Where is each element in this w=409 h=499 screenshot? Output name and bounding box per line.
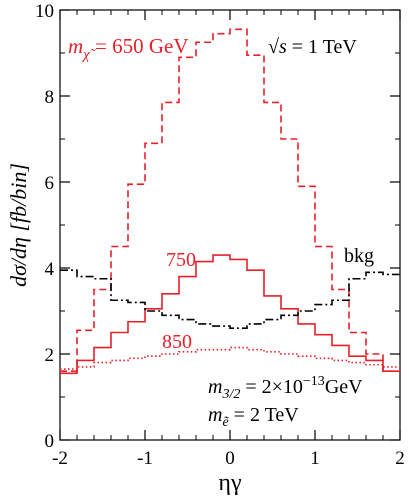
x-tick-label: 0 xyxy=(225,448,235,469)
bkg-label: bkg xyxy=(344,245,374,267)
series-650-line xyxy=(60,28,400,372)
m32-annotation: m3/2 = 2×10−13GeV xyxy=(208,374,363,402)
axis-tick-labels: -2 -1 0 1 2 0 2 4 6 8 10 xyxy=(35,1,405,469)
y-tick-label: 0 xyxy=(45,431,55,452)
x-tick-label: 1 xyxy=(310,448,320,469)
x-tick-label: -2 xyxy=(52,448,68,469)
y-tick-label: 2 xyxy=(45,345,55,366)
label-750: 750 xyxy=(166,249,196,271)
m-chi-annotation: mχ̃ = 650 GeV xyxy=(68,34,189,63)
y-tick-label: 4 xyxy=(45,259,55,280)
series-bkg-line xyxy=(60,269,400,329)
x-tick-label: -1 xyxy=(137,448,153,469)
x-tick-label: 2 xyxy=(395,448,405,469)
series-750-line xyxy=(60,254,400,375)
label-850: 850 xyxy=(162,331,192,353)
y-tick-label: 10 xyxy=(35,1,54,22)
x-axis-label: ηγ xyxy=(218,470,242,496)
series-layer xyxy=(60,28,400,375)
series-850-line xyxy=(60,346,400,370)
y-tick-label: 8 xyxy=(45,87,55,108)
me-annotation: mẽ = 2 TeV xyxy=(208,404,299,430)
y-axis-label: dσ/dη [fb/bin] xyxy=(6,163,31,287)
y-tick-label: 6 xyxy=(45,173,55,194)
sqrt-s-annotation: √s = 1 TeV xyxy=(268,36,357,58)
axis-ticks xyxy=(59,9,401,441)
